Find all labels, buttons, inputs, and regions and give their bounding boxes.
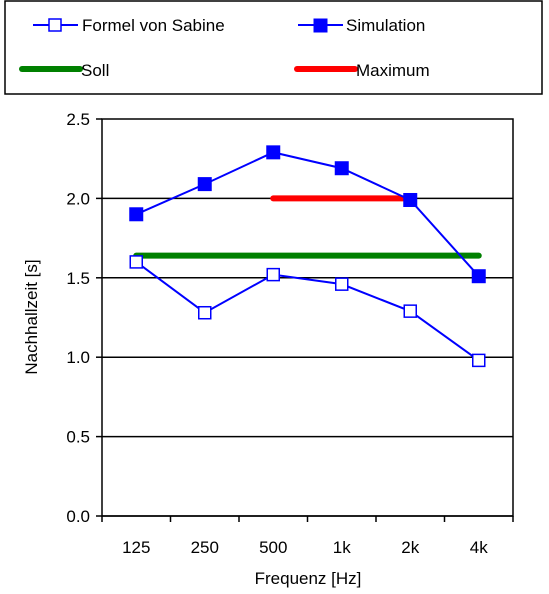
data-point — [334, 161, 349, 176]
legend: Formel von Sabine Simulation Soll Maximu… — [4, 0, 543, 95]
legend-box — [4, 0, 543, 95]
x-tick-label: 500 — [259, 538, 287, 557]
x-axis-title: Frequenz [Hz] — [255, 569, 362, 588]
data-point — [471, 269, 486, 284]
data-point — [197, 177, 212, 192]
data-point — [403, 304, 417, 318]
data-point — [335, 277, 349, 291]
x-tick-label: 2k — [401, 538, 419, 557]
gridlines — [102, 197, 513, 438]
y-tick-label: 1.0 — [66, 348, 90, 367]
legend-label-soll: Soll — [81, 61, 109, 80]
y-axis-title: Nachhallzeit [s] — [22, 259, 41, 374]
x-tick-label: 125 — [122, 538, 150, 557]
legend-label-simulation: Simulation — [346, 16, 425, 35]
legend-label-maximum: Maximum — [356, 61, 430, 80]
x-tick-label: 1k — [333, 538, 351, 557]
data-point — [129, 255, 143, 269]
y-tick-label: 0.5 — [66, 428, 90, 447]
plot-area: 0.0 0.5 1.0 1.5 2.0 2.5 125 250 500 1k 2k 4k — [66, 110, 514, 557]
y-axis-ticks: 0.0 0.5 1.0 1.5 2.0 2.5 — [66, 110, 102, 526]
data-point — [198, 305, 212, 320]
data-point — [403, 192, 418, 207]
data-point — [266, 267, 280, 282]
x-tick-label: 4k — [470, 538, 488, 557]
series-layer — [129, 145, 486, 368]
series-line-1 — [135, 151, 480, 277]
data-point — [472, 353, 486, 368]
x-axis-ticks: 125 250 500 1k 2k 4k — [101, 516, 514, 557]
legend-label-sabine: Formel von Sabine — [82, 16, 225, 35]
y-tick-label: 2.5 — [66, 110, 90, 129]
y-tick-label: 0.0 — [66, 507, 90, 526]
series-line-0 — [135, 261, 480, 362]
legend-marker-sabine-icon — [48, 18, 62, 32]
y-tick-label: 2.0 — [66, 189, 90, 208]
legend-marker-simulation-icon — [313, 18, 328, 33]
data-point — [266, 145, 281, 160]
reference-lines — [133, 195, 482, 259]
plot-frame — [101, 118, 514, 517]
y-tick-label: 1.5 — [66, 269, 90, 288]
x-tick-label: 250 — [191, 538, 219, 557]
data-point — [129, 207, 144, 222]
